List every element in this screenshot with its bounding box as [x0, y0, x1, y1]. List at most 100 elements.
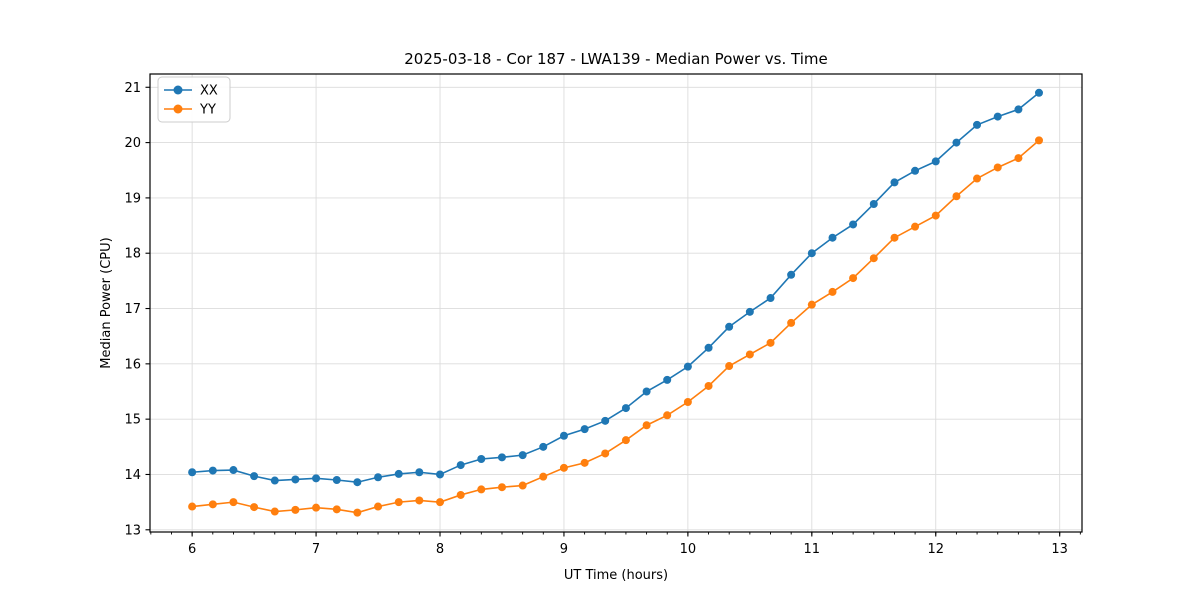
data-point-xx [415, 468, 424, 477]
axes-spines [149, 73, 1083, 533]
data-point-yy [869, 254, 878, 263]
tick-marks [145, 86, 1081, 537]
data-point-xx [911, 166, 920, 175]
legend-item-xx: XX [164, 84, 218, 99]
data-point-xx [931, 157, 940, 166]
data-point-xx [270, 476, 279, 485]
y-tick-label: 17 [124, 302, 141, 317]
y-axis-label: Median Power (CPU) [99, 237, 114, 368]
y-tick-label: 16 [124, 357, 141, 372]
data-point-yy [704, 381, 713, 390]
data-point-yy [559, 463, 568, 472]
data-point-yy [828, 287, 837, 296]
data-point-xx [580, 425, 589, 434]
data-point-xx [725, 322, 734, 331]
data-point-yy [332, 505, 341, 514]
data-point-xx [456, 461, 465, 470]
data-point-xx [766, 294, 775, 303]
data-point-xx [188, 468, 197, 477]
plot-border [149, 73, 1083, 533]
x-tick-label: 11 [804, 542, 821, 557]
data-point-yy [1014, 154, 1023, 163]
data-point-yy [993, 163, 1002, 172]
data-point-yy [291, 505, 300, 514]
tick-labels: 6 7 8 9 10 11 12 13 13 14 15 16 17 18 19 20 21 [124, 81, 1068, 557]
data-point-xx [745, 307, 754, 316]
data-point-xx [601, 416, 610, 425]
data-point-xx [807, 249, 816, 258]
legend: XX YY [157, 76, 231, 123]
y-tick-label: 20 [124, 136, 141, 151]
data-point-yy [725, 362, 734, 371]
y-tick-label: 21 [124, 81, 141, 96]
data-point-yy [952, 192, 961, 201]
x-tick-label: 7 [312, 542, 320, 557]
data-point-yy [580, 458, 589, 467]
data-point-xx [394, 469, 403, 478]
data-point-xx [621, 404, 630, 413]
x-axis-label: UT Time (hours) [564, 568, 668, 583]
data-point-yy [890, 233, 899, 242]
data-point-xx [890, 178, 899, 187]
y-tick-label: 15 [124, 413, 141, 428]
data-point-xx [436, 470, 445, 479]
data-point-yy [436, 498, 445, 507]
data-point-yy [497, 483, 506, 492]
data-point-yy [374, 502, 383, 511]
data-point-yy [787, 318, 796, 327]
data-point-xx [312, 474, 321, 483]
series-line-xx [192, 92, 1040, 484]
data-point-xx [559, 431, 568, 440]
data-point-yy [229, 498, 238, 507]
data-point-yy [353, 508, 362, 517]
x-tick-label: 13 [1051, 542, 1068, 557]
data-point-yy [931, 211, 940, 220]
data-point-xx [828, 233, 837, 242]
data-point-yy [250, 503, 259, 512]
data-point-xx [704, 343, 713, 352]
data-point-yy [601, 449, 610, 458]
data-point-xx [229, 466, 238, 475]
data-point-xx [787, 270, 796, 279]
legend-label-yy: YY [199, 103, 216, 118]
data-point-xx [973, 120, 982, 129]
data-point-yy [973, 174, 982, 183]
data-point-yy [477, 485, 486, 494]
data-point-xx [250, 472, 259, 481]
data-point-xx [353, 478, 362, 487]
legend-box [157, 76, 231, 123]
data-point-xx [208, 466, 217, 475]
data-point-xx [993, 112, 1002, 121]
data-point-yy [456, 490, 465, 499]
data-point-xx [663, 375, 672, 384]
data-point-yy [539, 472, 548, 481]
data-point-yy [394, 498, 403, 507]
data-point-yy [911, 222, 920, 231]
y-tick-label: 14 [124, 468, 141, 483]
x-tick-label: 6 [188, 542, 196, 557]
y-tick-label: 18 [124, 247, 141, 262]
data-point-xx [374, 473, 383, 482]
data-point-xx [518, 451, 527, 460]
chart-title: 2025-03-18 - Cor 187 - LWA139 - Median P… [404, 50, 828, 68]
data-point-xx [477, 454, 486, 463]
x-tick-label: 10 [680, 542, 697, 557]
data-point-yy [663, 411, 672, 420]
data-point-yy [621, 436, 630, 445]
data-point-yy [270, 507, 279, 516]
grid-lines [150, 74, 1082, 532]
legend-marker-yy [173, 104, 183, 114]
y-tick-label: 13 [124, 523, 141, 538]
y-tick-label: 19 [124, 191, 141, 206]
data-point-yy [208, 500, 217, 509]
data-point-xx [642, 387, 651, 396]
data-point-yy [1034, 136, 1043, 145]
data-point-yy [807, 300, 816, 309]
data-point-xx [952, 138, 961, 147]
data-point-xx [683, 362, 692, 371]
data-point-yy [415, 496, 424, 505]
data-point-xx [1034, 88, 1043, 97]
data-point-xx [869, 199, 878, 208]
legend-item-yy: YY [164, 103, 216, 118]
